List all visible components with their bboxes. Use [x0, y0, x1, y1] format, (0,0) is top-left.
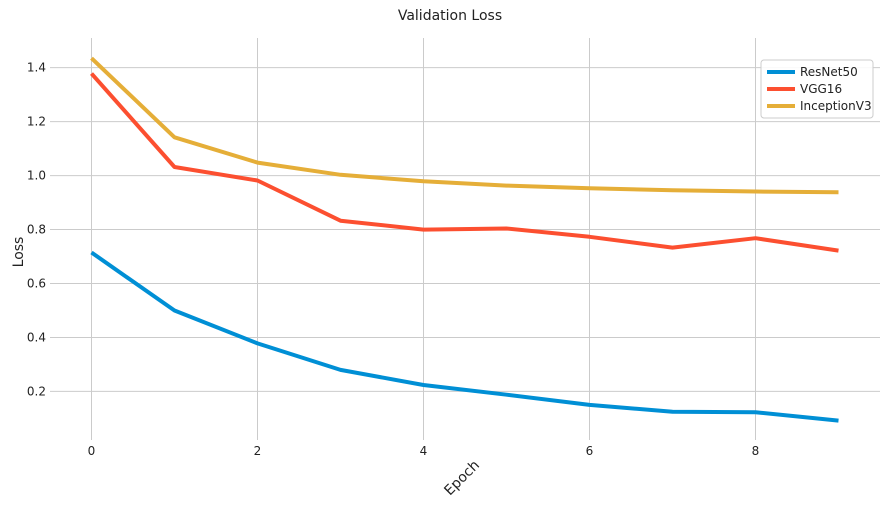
legend-label-vgg16: VGG16 — [800, 82, 842, 96]
series-line-inceptionv3 — [90, 56, 839, 195]
y-tick-label: 0.4 — [27, 330, 46, 344]
y-tick-label: 0.6 — [27, 277, 46, 291]
x-tick-label: 6 — [586, 444, 594, 458]
legend-items: ResNet50 VGG16 InceptionV3 — [767, 65, 872, 113]
y-tick-label: 0.8 — [27, 223, 46, 237]
y-tick-labels: 0.2 0.4 0.6 0.8 1.0 1.2 1.4 — [27, 61, 46, 399]
legend-label-inceptionv3: InceptionV3 — [800, 99, 872, 113]
chart-title: Validation Loss — [398, 8, 502, 24]
y-tick-label: 1.4 — [27, 61, 46, 75]
series-line-resnet50 — [90, 250, 839, 423]
x-tick-label: 0 — [88, 444, 96, 458]
x-tick-labels: 0 2 4 6 8 — [88, 444, 760, 458]
y-tick-label: 1.0 — [27, 169, 46, 183]
legend-label-resnet50: ResNet50 — [800, 65, 858, 79]
series-lines — [90, 56, 839, 423]
x-axis-title: Epoch — [441, 457, 483, 499]
x-tick-label: 2 — [254, 444, 262, 458]
legend-box — [760, 59, 874, 119]
x-tick-label: 8 — [752, 444, 760, 458]
series-line-vgg16 — [90, 72, 839, 253]
y-tick-label: 1.2 — [27, 115, 46, 129]
x-tick-label: 4 — [420, 444, 428, 458]
y-tick-label: 0.2 — [27, 384, 46, 398]
y-axis-title: Loss — [11, 237, 27, 268]
legend: ResNet50 VGG16 InceptionV3 — [760, 59, 874, 119]
